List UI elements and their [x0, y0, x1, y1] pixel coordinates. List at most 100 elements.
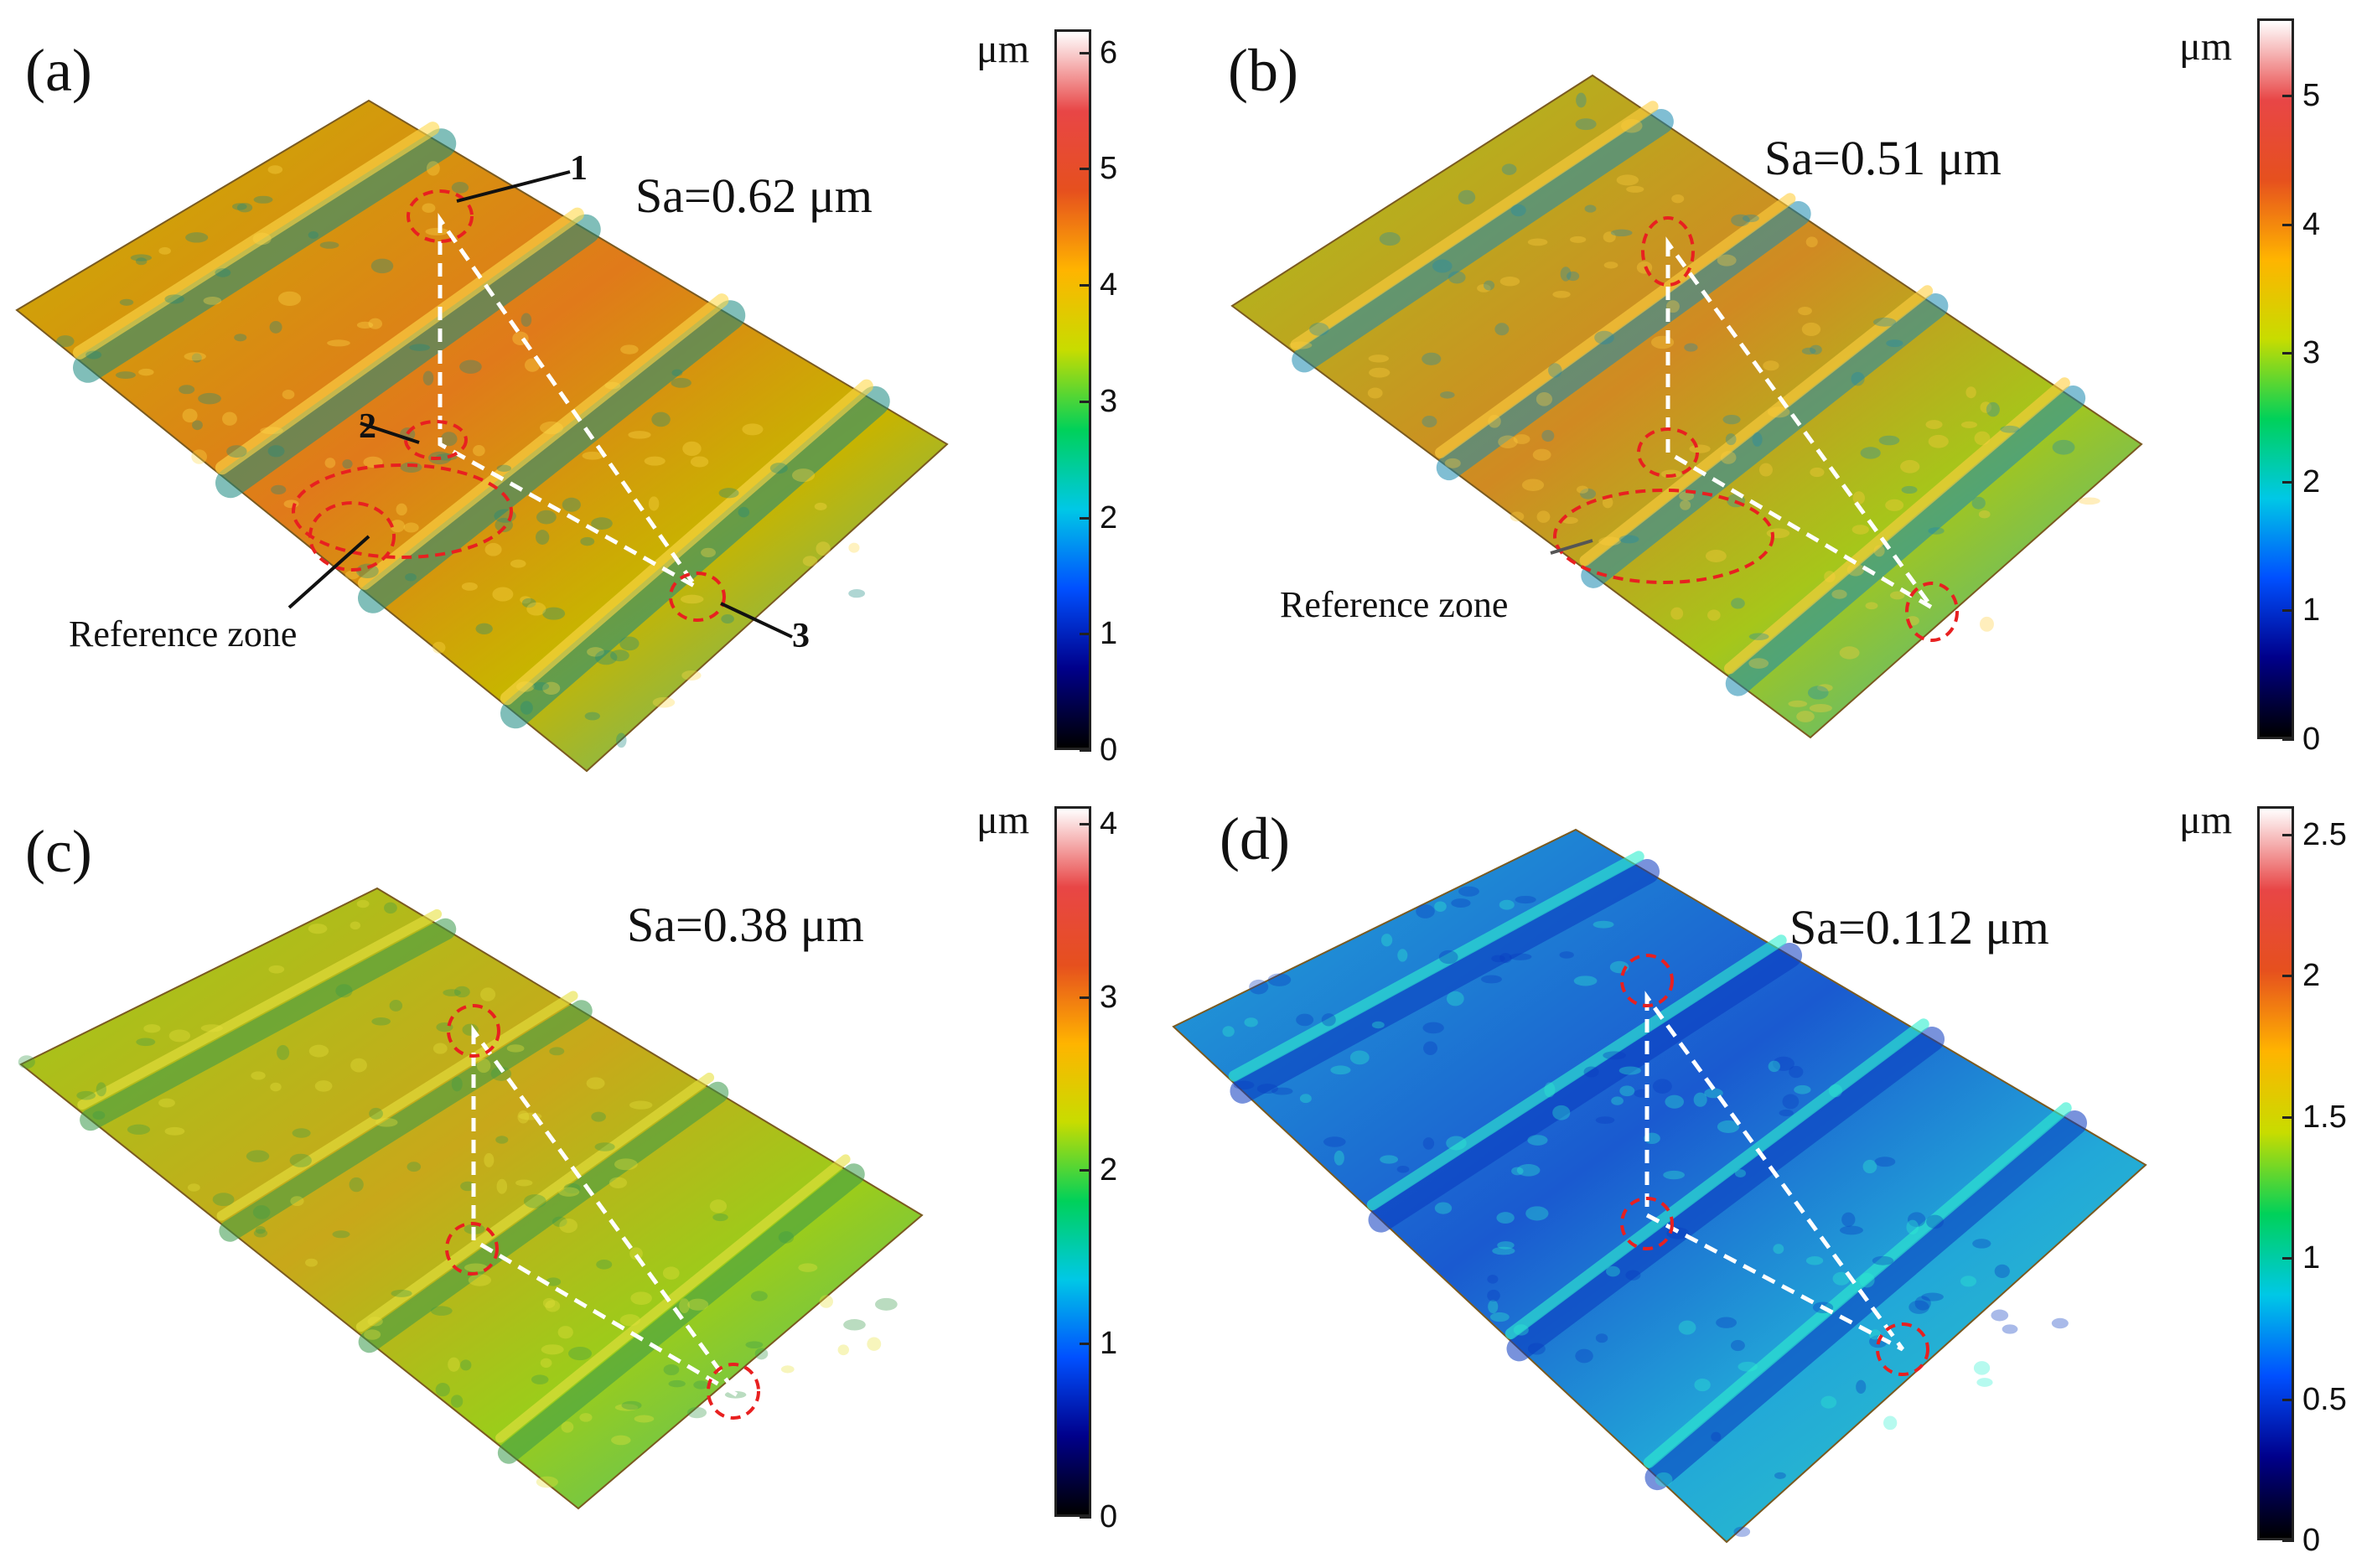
surface-bump — [579, 1413, 593, 1422]
surface-bump — [540, 1358, 552, 1369]
surface-bump — [1575, 118, 1597, 131]
surface-bump — [1521, 479, 1545, 491]
surface-bump — [1603, 261, 1618, 269]
surface-bump — [1488, 414, 1501, 428]
surface-bump — [568, 1347, 593, 1361]
surface-bump — [1368, 354, 1390, 363]
surface-bump — [269, 320, 282, 334]
surface-bump — [620, 344, 639, 354]
surface-bump — [536, 1476, 558, 1488]
leader-line — [360, 422, 420, 444]
colorbar-tick-label: 4 — [2302, 206, 2321, 242]
surface-bump — [1722, 414, 1741, 425]
surface-bump — [1908, 1300, 1929, 1314]
colorbar-tick-mark — [1080, 822, 1091, 825]
surface-bump — [1652, 1079, 1672, 1094]
surface-groove — [80, 918, 457, 1131]
colorbar-unit-d: μm — [2179, 798, 2233, 842]
surface-bump — [130, 254, 153, 261]
surface-bump — [1598, 536, 1622, 546]
surface-bump — [367, 1317, 383, 1327]
surface-bump — [1773, 1244, 1784, 1255]
surface-bump — [630, 1291, 652, 1305]
surface-bump — [1422, 352, 1442, 365]
surface-bump — [686, 1406, 707, 1419]
surface-bump — [521, 598, 536, 608]
surface-bump — [580, 536, 595, 546]
surface-groove — [1230, 859, 1660, 1104]
surface-bump — [282, 389, 295, 400]
surface-bump — [1488, 1300, 1499, 1314]
surface-bump — [619, 636, 640, 651]
reference-zone-label-a: Reference zone — [69, 613, 298, 655]
surface-bump — [158, 1098, 175, 1108]
surface-bump — [85, 350, 102, 360]
surface-bump — [1527, 1135, 1548, 1146]
surface-bump — [391, 1289, 412, 1297]
surface-bump — [246, 1150, 270, 1162]
surface-ridge — [500, 379, 873, 706]
surface-bump — [1824, 571, 1836, 582]
surface-bump — [1492, 1246, 1515, 1255]
surface-bump — [1707, 609, 1721, 621]
surface-groove — [1506, 1027, 1945, 1362]
colorbar-tick-label: 1 — [1100, 1326, 1118, 1362]
surface-bump — [1416, 904, 1435, 919]
surface-bump — [1334, 1150, 1344, 1166]
surface-bump — [561, 1421, 574, 1433]
surface-bump — [1986, 401, 2000, 417]
surface-bump — [586, 1077, 605, 1089]
surface-bump — [1446, 991, 1464, 1007]
surface-bump — [277, 291, 302, 306]
marked-point-circle — [1876, 1322, 1929, 1376]
surface-bump — [192, 420, 203, 431]
surface-bump — [187, 1183, 200, 1192]
surface-bump — [523, 1194, 546, 1208]
colorbar-tick-label: 2 — [1100, 1152, 1118, 1188]
marked-point-circle — [707, 1363, 760, 1420]
surface-bump — [1796, 711, 1815, 722]
surface-bump — [515, 1179, 533, 1187]
surface-bump — [1510, 204, 1526, 217]
surface-bump — [451, 1076, 463, 1092]
surface-groove — [1436, 201, 1811, 481]
surface-bump — [356, 899, 370, 908]
colorbar-tick-label: 1 — [1100, 616, 1118, 652]
surface-bump — [1222, 1026, 1235, 1038]
surface-bump — [1846, 563, 1865, 577]
surface-bump — [1925, 420, 1943, 430]
surface-bump — [1738, 1361, 1758, 1372]
surface-bump — [1679, 491, 1695, 501]
surface-bump — [191, 449, 207, 464]
surface-bump — [780, 1365, 795, 1374]
surface-bump — [778, 1231, 795, 1244]
surface-bump — [651, 411, 671, 427]
surface-bump — [1321, 1013, 1336, 1027]
surface-bump — [594, 649, 618, 665]
surface-bump — [492, 587, 514, 602]
roughness-value-c: Sa=0.38 μm — [627, 898, 864, 952]
surface-bump — [1573, 975, 1598, 986]
colorbar-c — [1054, 806, 1091, 1517]
surface-bump — [1926, 1214, 1945, 1229]
surface-bump — [2052, 439, 2075, 455]
marked-point-circle — [1641, 216, 1695, 287]
colorbar-tick-label: 1.5 — [2302, 1099, 2347, 1135]
surface-bump — [1499, 277, 1520, 287]
surface-bump — [1525, 1206, 1549, 1221]
colorbar-tick-label: 3 — [1100, 383, 1118, 419]
surface-groove — [73, 128, 457, 383]
surface-bump — [1748, 633, 1769, 640]
surface-bump — [1499, 899, 1515, 910]
surface-bump — [368, 318, 383, 329]
surface-bump — [440, 432, 458, 447]
surface-bump — [1477, 284, 1491, 292]
point-label-1: 1 — [570, 149, 588, 188]
surface-bump — [520, 596, 531, 604]
surface-bump — [1560, 267, 1572, 282]
surface-bump — [143, 1024, 161, 1033]
surface-groove — [358, 1081, 729, 1353]
surface-bump — [1971, 496, 1986, 510]
surface-bump — [1618, 1066, 1642, 1075]
surface-bump — [369, 1107, 383, 1120]
